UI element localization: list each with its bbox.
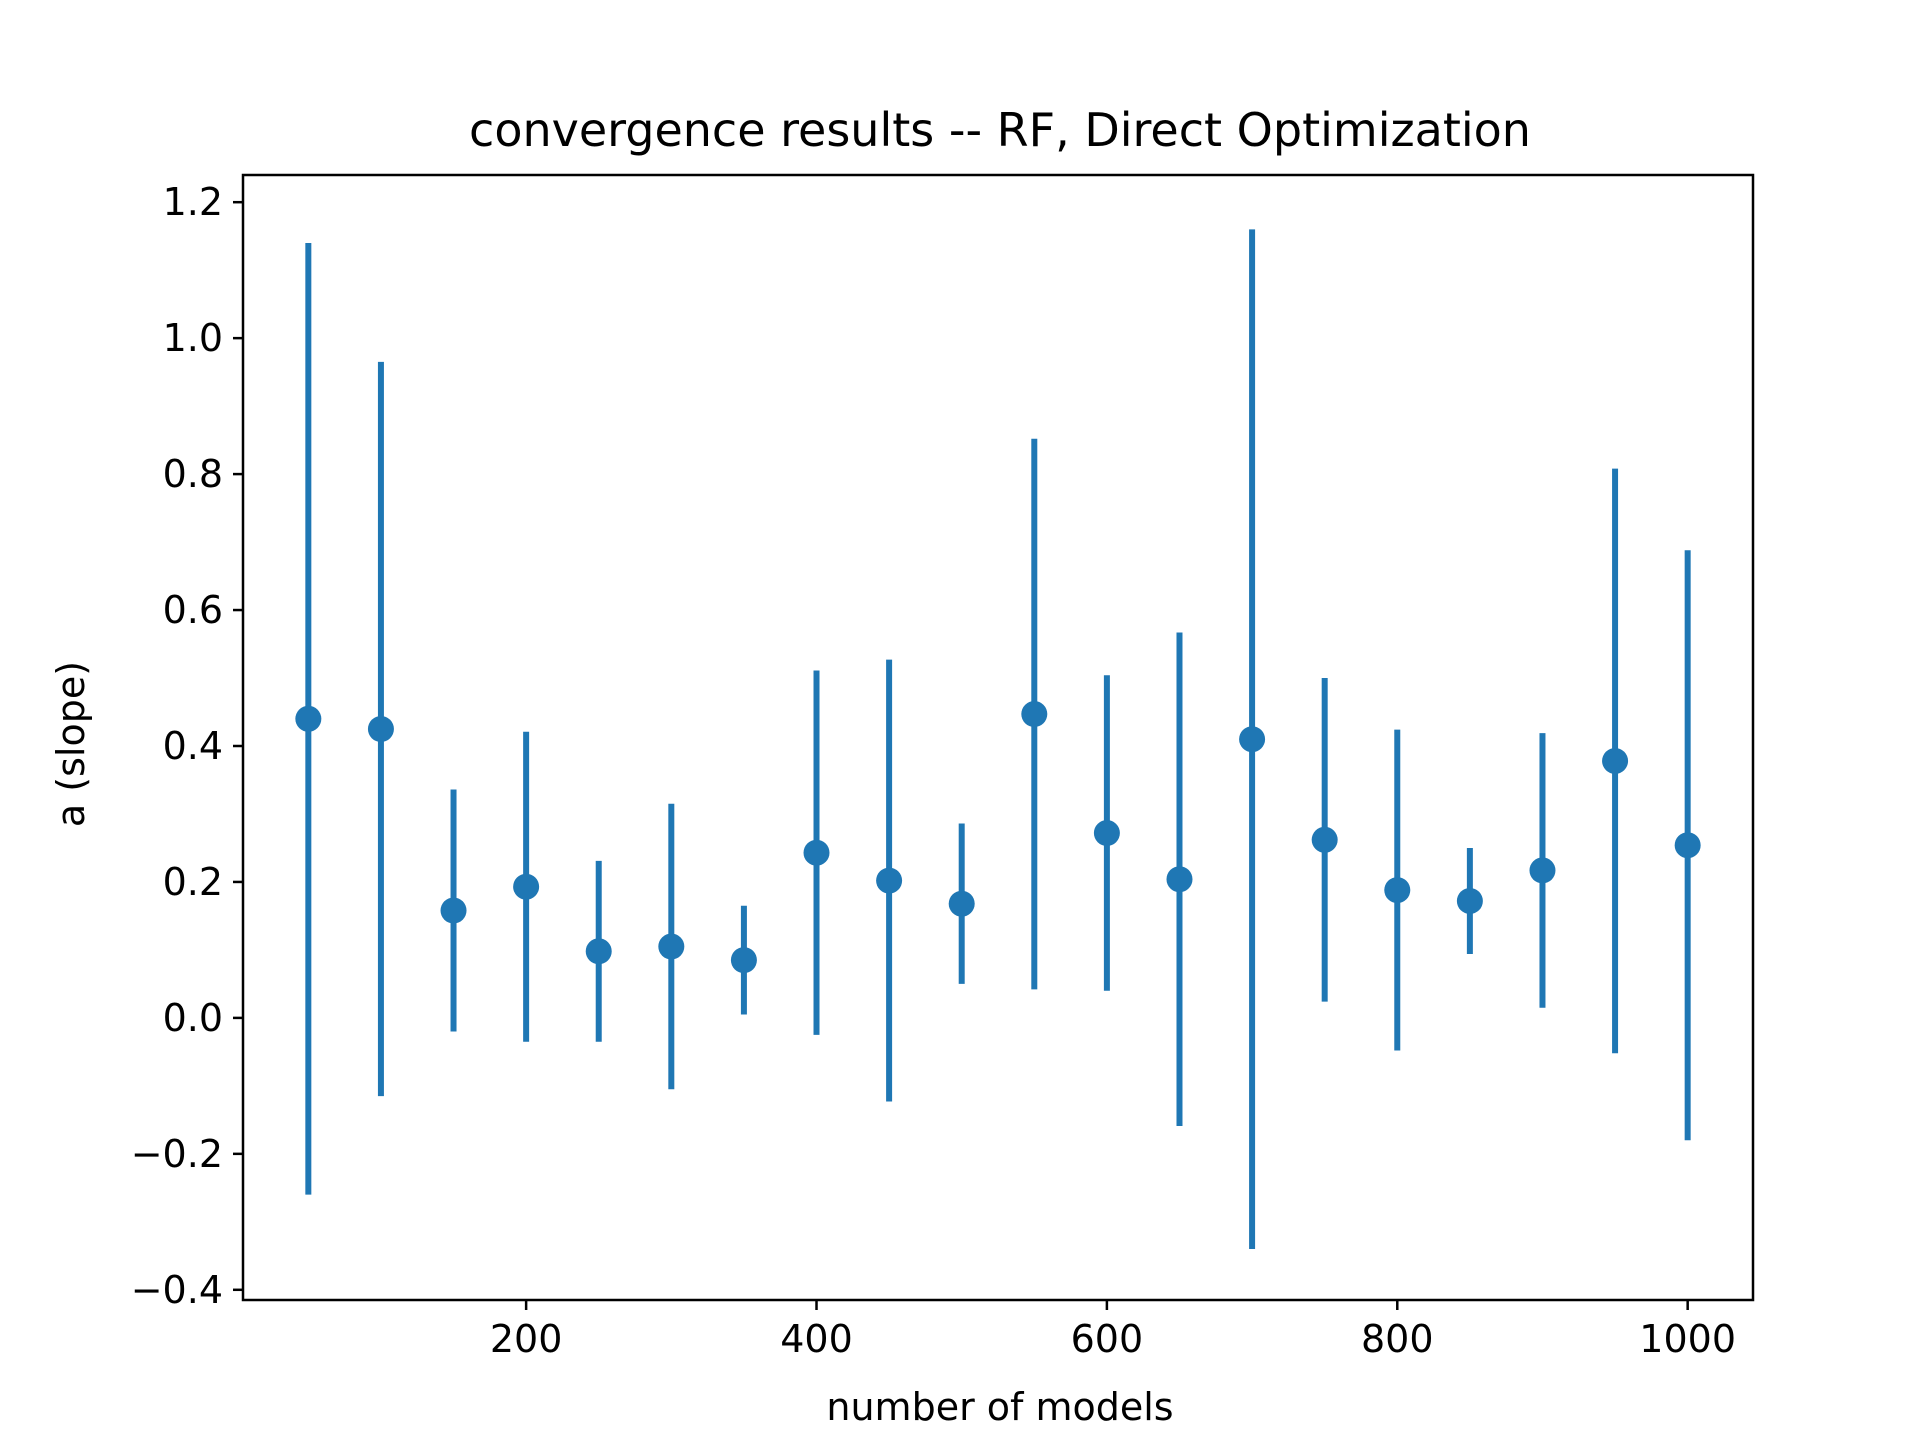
y-tick-label: −0.4 [131, 1268, 223, 1312]
x-tick-label: 200 [490, 1317, 563, 1361]
data-point [1384, 877, 1411, 904]
y-tick-label: 1.2 [163, 180, 223, 224]
data-point [1602, 747, 1629, 774]
data-point [440, 897, 467, 924]
data-point [803, 839, 830, 866]
data-point [1529, 857, 1556, 884]
data-point [730, 947, 757, 974]
data-point [1239, 726, 1266, 753]
data-point [658, 933, 685, 960]
data-point [1311, 826, 1338, 853]
data-point [948, 890, 975, 917]
y-tick-label: 0.4 [163, 724, 223, 768]
data-point [1456, 887, 1483, 914]
data-point [585, 938, 612, 965]
data-point [1166, 866, 1193, 893]
x-axis-label: number of models [826, 1385, 1173, 1429]
y-axis-label: a (slope) [49, 661, 93, 827]
plot-area: −0.4 −0.2 0.0 0.2 0.4 0.6 0.8 1.0 1.2 200 400 600 80… [131, 173, 1755, 1361]
data-point [513, 873, 540, 900]
data-point [1674, 832, 1701, 859]
data-point [1021, 701, 1048, 728]
y-tick-label: 0.0 [163, 996, 223, 1040]
x-tick-label: 600 [1071, 1317, 1144, 1361]
x-tick-label: 800 [1361, 1317, 1434, 1361]
x-tick-label: 400 [780, 1317, 853, 1361]
x-tick-label: 1000 [1639, 1317, 1736, 1361]
y-tick-label: 0.8 [163, 452, 223, 496]
data-point [367, 716, 394, 743]
y-tick-label: 1.0 [163, 316, 223, 360]
data-point [295, 705, 322, 732]
y-tick-label: −0.2 [131, 1132, 223, 1176]
data-point [876, 867, 903, 894]
y-tick-label: 0.6 [163, 588, 223, 632]
chart-title: convergence results -- RF, Direct Optimi… [469, 103, 1531, 157]
data-point [1093, 820, 1120, 847]
y-tick-label: 0.2 [163, 860, 223, 904]
plot-frame [241, 173, 1755, 1302]
